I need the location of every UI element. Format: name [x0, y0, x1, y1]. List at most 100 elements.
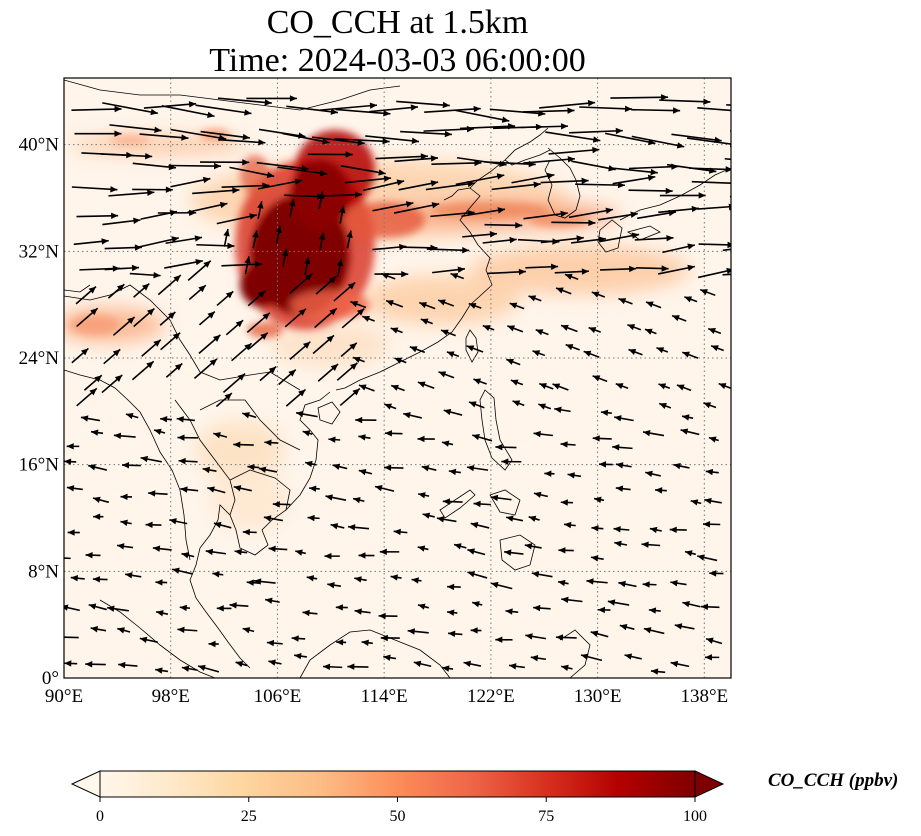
wind-arrow-head — [354, 576, 362, 583]
wind-arrow-head — [586, 578, 594, 585]
wind-arrow-head — [64, 660, 72, 667]
wind-arrow-head — [703, 98, 711, 105]
wind-arrow-head — [302, 430, 311, 437]
wind-arrow-head — [473, 378, 482, 385]
wind-arrow-head — [302, 609, 310, 617]
wind-arrow-head — [202, 466, 211, 474]
wind-arrow-head — [590, 555, 599, 562]
wind-arrow-shaft — [540, 236, 584, 244]
wind-arrow-head — [708, 436, 717, 443]
wind-arrow-head — [380, 634, 388, 642]
border-mongolia — [64, 79, 401, 111]
wind-arrow-head — [64, 458, 72, 465]
wind-arrow-head — [676, 384, 685, 391]
wind-arrow-shaft — [425, 182, 475, 191]
wind-arrow-head — [384, 464, 392, 471]
wind-arrow-head — [57, 634, 64, 640]
wind-arrow-head — [335, 604, 343, 611]
wind-arrow-head — [768, 135, 775, 141]
wind-arrow-head — [561, 324, 569, 331]
wind-arrow-head — [382, 138, 390, 145]
wind-arrow-shaft — [726, 104, 731, 106]
wind-arrow-shaft — [109, 124, 162, 132]
wind-arrow-shaft — [317, 193, 363, 197]
wind-arrow-head — [666, 234, 674, 242]
wind-arrow-head — [565, 344, 574, 351]
wind-arrow-head — [697, 554, 705, 561]
wind-arrow-head — [617, 181, 625, 189]
plume-east-arm — [345, 202, 425, 238]
wind-arrow-head — [419, 302, 427, 309]
wind-arrow-head — [357, 139, 365, 146]
wind-arrow-shaft — [540, 179, 589, 184]
wind-arrow-head — [227, 242, 235, 250]
wind-arrow-head — [462, 246, 470, 254]
wind-arrow-head — [510, 379, 519, 386]
wind-arrow-head — [507, 325, 515, 332]
wind-arrow-head — [319, 169, 328, 177]
wind-arrow-head — [655, 487, 663, 494]
wind-arrow-head — [588, 327, 597, 334]
wind-arrow-head — [355, 416, 363, 424]
wind-arrow-head — [213, 432, 221, 439]
wind-arrow-head — [120, 519, 128, 526]
colorbar-gradient — [99, 770, 696, 798]
wind-arrow-head — [592, 146, 600, 154]
wind-arrow-head — [442, 498, 450, 505]
wind-arrow-head — [148, 490, 156, 497]
wind-arrow-head — [450, 273, 459, 280]
wind-arrow-head — [649, 526, 658, 534]
wind-arrow-head — [443, 408, 452, 416]
wind-arrow-head — [768, 206, 775, 212]
wind-arrow-head — [107, 605, 115, 612]
wind-arrow-head — [288, 369, 296, 377]
wind-arrow-shaft — [575, 183, 625, 187]
colorbar: 0 25 50 75 100 — [70, 770, 725, 825]
wind-arrow-head — [463, 660, 472, 668]
wind-arrow-shaft — [139, 133, 189, 139]
wind-arrow-head — [232, 187, 240, 194]
wind-arrow-head — [706, 637, 714, 644]
wind-arrow-head — [659, 402, 667, 409]
wind-arrow-head — [703, 402, 712, 409]
wind-arrow-head — [770, 104, 777, 110]
wind-arrow-head — [472, 601, 480, 608]
wind-arrow-head — [237, 373, 246, 381]
wind-arrow-shaft — [571, 160, 616, 171]
wind-arrow-shaft — [671, 133, 722, 142]
wind-arrow-head — [567, 107, 575, 114]
wind-arrow-head — [330, 364, 339, 372]
wind-arrow-shaft — [551, 221, 596, 224]
plume-tibet-fragment — [110, 135, 150, 145]
wind-arrow-shaft — [659, 99, 711, 103]
wind-arrow-head — [676, 142, 685, 149]
wind-arrow-head — [114, 375, 123, 383]
wind-arrow-head — [646, 301, 654, 308]
wind-arrow-head — [173, 275, 181, 283]
wind-arrow-head — [304, 257, 311, 265]
wind-arrow-head — [407, 628, 415, 635]
wind-arrow-head — [645, 470, 653, 478]
wind-arrow-head — [289, 198, 296, 207]
wind-arrow-head — [244, 109, 252, 116]
wind-arrow-head — [561, 664, 569, 672]
wind-arrow-head — [294, 178, 303, 185]
wind-arrow-head — [378, 169, 386, 176]
wind-arrow-shaft — [548, 148, 600, 155]
wind-arrow-head — [383, 654, 391, 661]
wind-arrow-head — [592, 136, 601, 143]
wind-arrow-head — [413, 660, 422, 667]
wind-arrow-shaft — [722, 273, 731, 276]
wind-arrow-shaft — [604, 132, 656, 145]
wind-arrow-head — [417, 545, 426, 552]
wind-arrow-head — [383, 110, 391, 117]
wind-arrow-head — [448, 468, 457, 476]
wind-arrow-head — [234, 548, 242, 556]
x-tick-label: 98°E — [152, 686, 190, 707]
wind-arrow-head — [70, 575, 79, 582]
wind-arrow-head — [88, 464, 96, 471]
wind-arrow-head — [101, 238, 109, 245]
wind-arrow-head — [291, 635, 299, 642]
wind-arrow-head — [643, 627, 652, 634]
